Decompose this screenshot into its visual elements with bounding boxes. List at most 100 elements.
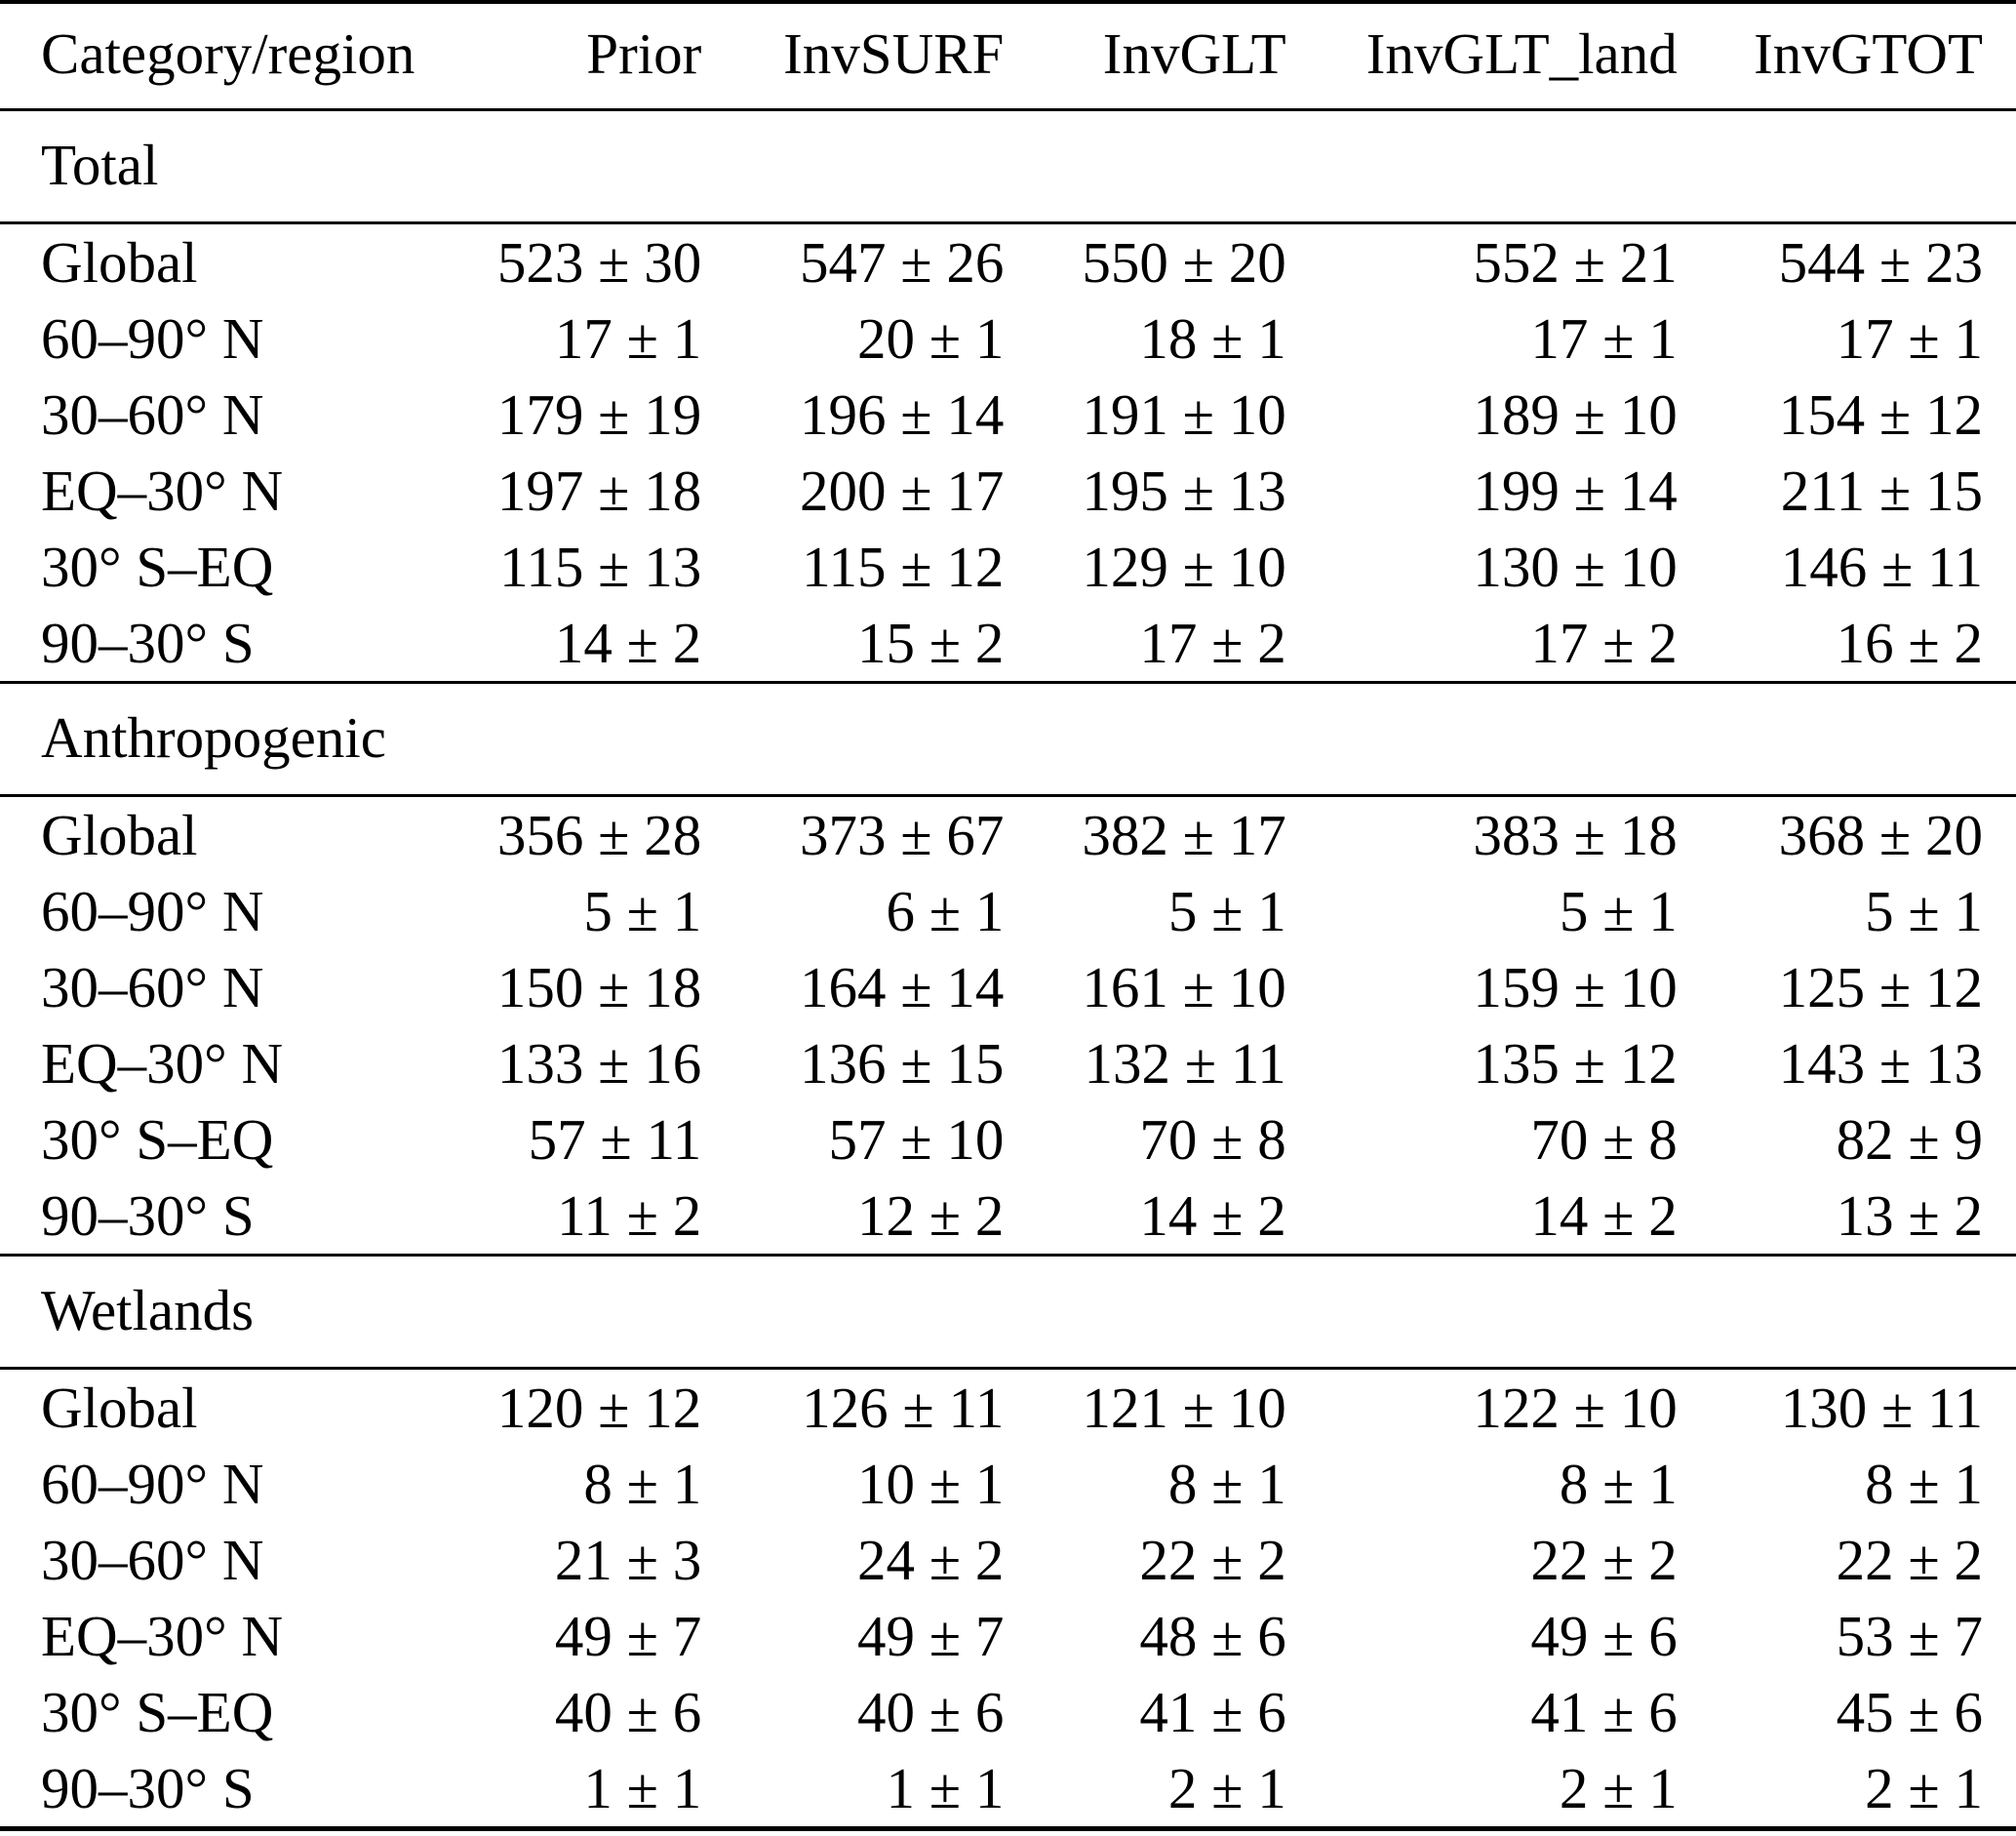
value-cell: 2 ± 1 (1167, 1756, 1286, 1820)
value-cell: 41 ± 6 (1530, 1680, 1678, 1744)
region-label: 90–30° S (41, 611, 255, 675)
region-label: 60–90° N (41, 1452, 264, 1516)
value-cell: 136 ± 15 (799, 1031, 1005, 1096)
header-row: Category/region Prior InvSURF InvGLT Inv… (0, 2, 2016, 111)
value-cell: 199 ± 14 (1473, 459, 1678, 523)
value-cell: 547 ± 26 (799, 230, 1005, 295)
value-cell: 130 ± 11 (1780, 1376, 1983, 1440)
value-cell: 17 ± 1 (1836, 306, 1983, 371)
value-cell: 122 ± 10 (1473, 1376, 1678, 1440)
value-cell: 8 ± 1 (1865, 1452, 1983, 1516)
table-row: 30–60° N 150 ± 18 164 ± 14 161 ± 10 159 … (0, 949, 2016, 1025)
value-cell: 159 ± 10 (1473, 955, 1678, 1019)
region-label: 30–60° N (41, 1528, 264, 1592)
table-row: 30–60° N 179 ± 19 196 ± 14 191 ± 10 189 … (0, 377, 2016, 453)
value-cell: 2 ± 1 (1865, 1756, 1983, 1820)
section-label-total: Total (0, 108, 2016, 224)
value-cell: 13 ± 2 (1836, 1183, 1983, 1248)
value-cell: 146 ± 11 (1780, 535, 1983, 599)
table-row: 90–30° S 14 ± 2 15 ± 2 17 ± 2 17 ± 2 16 … (0, 605, 2016, 683)
value-cell: 5 ± 1 (1559, 879, 1678, 943)
value-cell: 14 ± 2 (1530, 1183, 1678, 1248)
col-header-category-region: Category/region (0, 2, 430, 111)
region-label: Global (41, 230, 198, 295)
table-row: 30° S–EQ 115 ± 13 115 ± 12 129 ± 10 130 … (0, 529, 2016, 605)
value-cell: 196 ± 14 (799, 382, 1005, 447)
value-cell: 115 ± 13 (499, 535, 702, 599)
value-cell: 132 ± 11 (1084, 1031, 1286, 1096)
value-cell: 150 ± 18 (496, 955, 702, 1019)
value-cell: 5 ± 1 (1865, 879, 1983, 943)
value-cell: 40 ± 6 (856, 1680, 1005, 1744)
col-header-invgtot: InvGTOT (1677, 2, 2016, 111)
table-row: Global 120 ± 12 126 ± 11 121 ± 10 122 ± … (0, 1369, 2016, 1447)
value-cell: 154 ± 12 (1778, 382, 1983, 447)
value-cell: 5 ± 1 (1167, 879, 1286, 943)
value-cell: 70 ± 8 (1139, 1107, 1286, 1172)
value-cell: 211 ± 15 (1780, 459, 1983, 523)
table-row: 60–90° N 8 ± 1 10 ± 1 8 ± 1 8 ± 1 8 ± 1 (0, 1446, 2016, 1522)
value-cell: 161 ± 10 (1082, 955, 1286, 1019)
value-cell: 130 ± 10 (1473, 535, 1678, 599)
region-label: 30° S–EQ (41, 1107, 274, 1172)
table-row: EQ–30° N 49 ± 7 49 ± 7 48 ± 6 49 ± 6 53 … (0, 1598, 2016, 1674)
value-cell: 523 ± 30 (496, 230, 702, 295)
region-label: 90–30° S (41, 1183, 255, 1248)
value-cell: 17 ± 1 (554, 306, 702, 371)
value-cell: 14 ± 2 (554, 611, 702, 675)
value-cell: 120 ± 12 (496, 1376, 702, 1440)
value-cell: 129 ± 10 (1082, 535, 1286, 599)
section-wetlands: Wetlands Global 120 ± 12 126 ± 11 121 ± … (0, 1254, 2016, 1829)
value-cell: 2 ± 1 (1559, 1756, 1678, 1820)
region-label: 30° S–EQ (41, 535, 274, 599)
value-cell: 45 ± 6 (1836, 1680, 1983, 1744)
value-cell: 550 ± 20 (1082, 230, 1286, 295)
value-cell: 356 ± 28 (496, 803, 702, 867)
value-cell: 383 ± 18 (1473, 803, 1678, 867)
value-cell: 552 ± 21 (1473, 230, 1678, 295)
region-label: 60–90° N (41, 306, 264, 371)
value-cell: 10 ± 1 (856, 1452, 1005, 1516)
value-cell: 22 ± 2 (1530, 1528, 1678, 1592)
region-label: 30° S–EQ (41, 1680, 274, 1744)
value-cell: 11 ± 2 (557, 1183, 702, 1248)
value-cell: 121 ± 10 (1082, 1376, 1286, 1440)
value-cell: 8 ± 1 (583, 1452, 702, 1516)
table-row: 30–60° N 21 ± 3 24 ± 2 22 ± 2 22 ± 2 22 … (0, 1522, 2016, 1598)
value-cell: 21 ± 3 (554, 1528, 702, 1592)
value-cell: 57 ± 11 (528, 1107, 702, 1172)
value-cell: 57 ± 10 (828, 1107, 1005, 1172)
value-cell: 17 ± 2 (1139, 611, 1286, 675)
region-label: 30–60° N (41, 955, 264, 1019)
value-cell: 115 ± 12 (802, 535, 1005, 599)
value-cell: 70 ± 8 (1530, 1107, 1678, 1172)
value-cell: 373 ± 67 (799, 803, 1005, 867)
value-cell: 40 ± 6 (554, 1680, 702, 1744)
section-label-anthropogenic: Anthropogenic (0, 681, 2016, 797)
value-cell: 14 ± 2 (1139, 1183, 1286, 1248)
section-total: Total Global 523 ± 30 547 ± 26 550 ± 20 … (0, 108, 2016, 683)
region-label: Global (41, 803, 198, 867)
value-cell: 195 ± 13 (1082, 459, 1286, 523)
value-cell: 53 ± 7 (1836, 1604, 1983, 1668)
value-cell: 20 ± 1 (856, 306, 1005, 371)
value-cell: 49 ± 7 (554, 1604, 702, 1668)
value-cell: 16 ± 2 (1836, 611, 1983, 675)
table-row: 60–90° N 5 ± 1 6 ± 1 5 ± 1 5 ± 1 5 ± 1 (0, 873, 2016, 949)
region-label: 60–90° N (41, 879, 264, 943)
value-cell: 382 ± 17 (1082, 803, 1286, 867)
table-header: Category/region Prior InvSURF InvGLT Inv… (0, 2, 2016, 111)
value-cell: 135 ± 12 (1473, 1031, 1678, 1096)
section-header-row: Anthropogenic (0, 681, 2016, 797)
value-cell: 1 ± 1 (886, 1756, 1005, 1820)
region-label: EQ–30° N (41, 1031, 284, 1096)
region-label: EQ–30° N (41, 1604, 284, 1668)
table-row: 60–90° N 17 ± 1 20 ± 1 18 ± 1 17 ± 1 17 … (0, 300, 2016, 377)
value-cell: 22 ± 2 (1139, 1528, 1286, 1592)
col-header-invglt: InvGLT (1004, 2, 1286, 111)
value-cell: 189 ± 10 (1473, 382, 1678, 447)
value-cell: 197 ± 18 (496, 459, 702, 523)
value-cell: 18 ± 1 (1139, 306, 1286, 371)
